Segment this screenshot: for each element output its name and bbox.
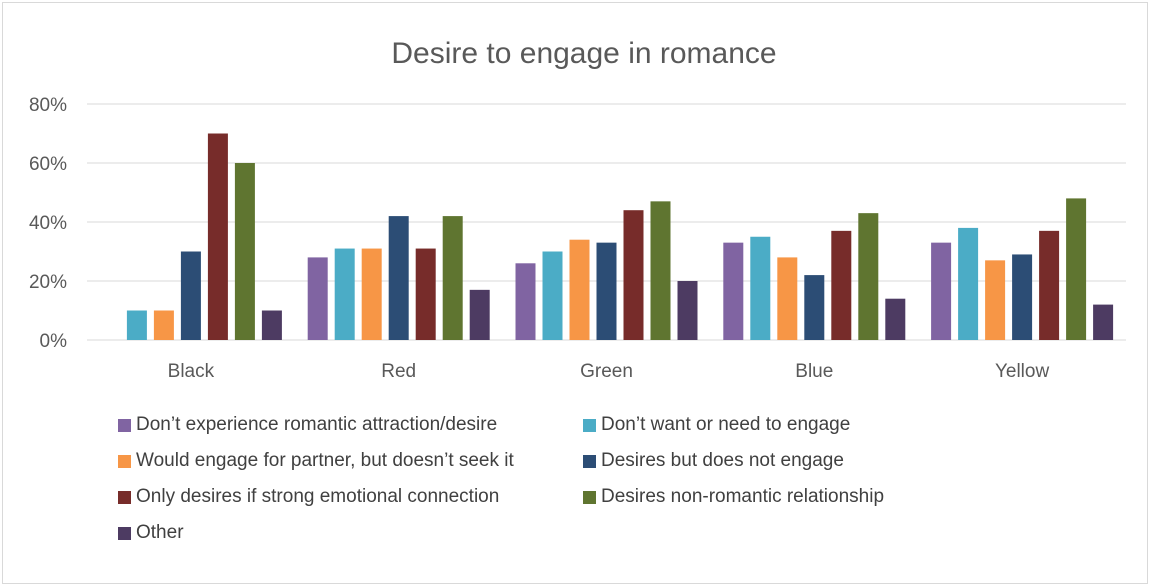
legend-row: Would engage for partner, but doesn’t se… <box>118 443 1018 479</box>
bar <box>1066 198 1087 340</box>
bar <box>1093 304 1114 340</box>
bar <box>542 251 563 340</box>
legend-item-series-1: Don’t experience romantic attraction/des… <box>118 414 583 436</box>
chart-svg: Desire to engage in romance 0% 20% 40% 60% 8… <box>29 37 1126 382</box>
legend-row: Don’t experience romantic attraction/des… <box>118 407 1018 443</box>
legend-label: Don’t experience romantic attraction/des… <box>136 414 498 435</box>
bar <box>126 310 147 340</box>
legend-label: Only desires if strong emotional connect… <box>136 486 500 507</box>
legend-label: Don’t want or need to engage <box>601 414 851 435</box>
bar <box>985 260 1006 340</box>
bar <box>180 251 201 340</box>
bar <box>723 242 744 340</box>
y-tick-label: 40% <box>29 213 67 234</box>
x-tick-label: Green <box>580 361 633 382</box>
legend-swatch <box>583 454 596 468</box>
bar <box>234 163 255 340</box>
bar <box>388 216 409 340</box>
legend-label: Desires non-romantic relationship <box>601 486 885 507</box>
bar <box>623 210 644 340</box>
legend-swatch <box>118 526 131 540</box>
legend-item-series-2: Don’t want or need to engage <box>583 414 850 436</box>
legend-swatch <box>118 490 131 504</box>
y-tick-label: 60% <box>29 154 67 175</box>
bar <box>858 213 879 340</box>
y-tick-label: 0% <box>40 331 68 352</box>
legend-item-series-3: Would engage for partner, but doesn’t se… <box>118 450 583 472</box>
legend-swatch <box>118 418 131 432</box>
bar <box>750 236 771 340</box>
bar <box>596 242 617 340</box>
bar <box>361 248 382 340</box>
bar <box>307 257 328 340</box>
y-tick-label: 20% <box>29 272 67 293</box>
bar <box>958 227 979 340</box>
legend-item-series-4: Desires but does not engage <box>583 450 844 472</box>
x-tick-label: Yellow <box>995 361 1050 382</box>
bar <box>469 289 490 340</box>
legend-item-series-7: Other <box>118 522 583 544</box>
bar <box>442 216 463 340</box>
legend-label: Desires but does not engage <box>601 450 844 471</box>
legend-item-series-5: Only desires if strong emotional connect… <box>118 486 583 508</box>
x-tick-label: Blue <box>795 361 833 382</box>
bar <box>415 248 436 340</box>
legend: Don’t experience romantic attraction/des… <box>118 407 1018 551</box>
bar <box>515 263 536 340</box>
legend-swatch <box>583 418 596 432</box>
x-tick-label: Black <box>168 361 215 382</box>
legend-row: Other <box>118 515 1018 551</box>
x-tick-label: Red <box>381 361 416 382</box>
chart-title: Desire to engage in romance <box>391 37 776 70</box>
bar <box>153 310 174 340</box>
bar <box>207 133 228 340</box>
legend-label: Other <box>136 522 184 543</box>
legend-row: Only desires if strong emotional connect… <box>118 479 1018 515</box>
bar <box>777 257 798 340</box>
bar <box>1012 254 1033 340</box>
y-tick-label: 80% <box>29 95 67 116</box>
bar <box>931 242 952 340</box>
bar <box>677 281 698 340</box>
legend-swatch <box>118 454 131 468</box>
legend-label: Would engage for partner, but doesn’t se… <box>136 450 514 471</box>
bar <box>885 298 906 340</box>
bar <box>650 201 671 340</box>
bar <box>831 230 852 340</box>
legend-swatch <box>583 490 596 504</box>
bar <box>569 239 590 340</box>
bar <box>804 275 825 340</box>
bar <box>334 248 355 340</box>
bar <box>1039 230 1060 340</box>
legend-item-series-6: Desires non-romantic relationship <box>583 486 884 508</box>
bar <box>261 310 282 340</box>
